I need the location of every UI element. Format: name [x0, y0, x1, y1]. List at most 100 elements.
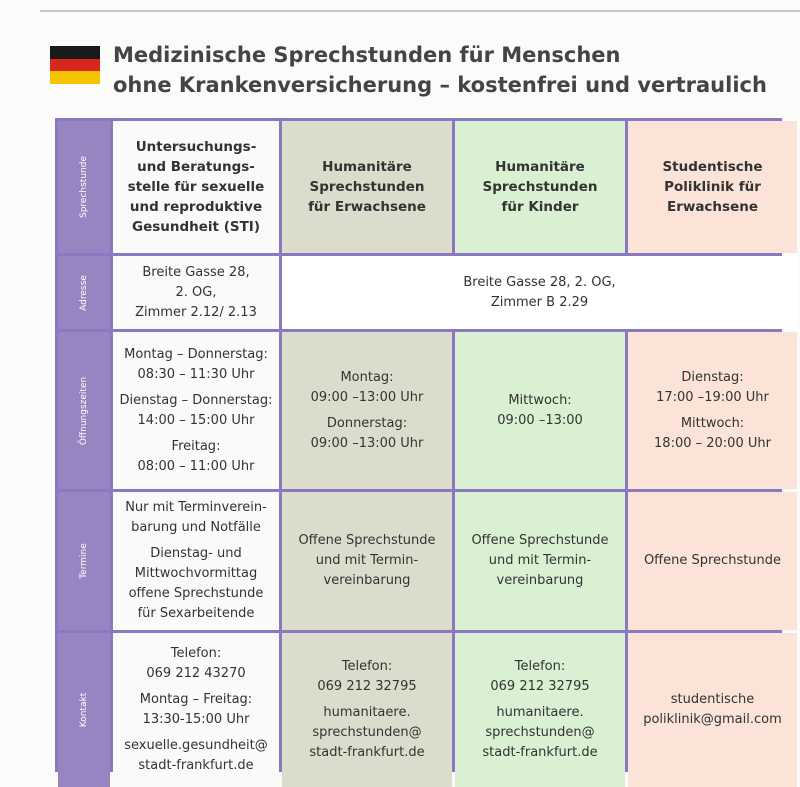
text-line: Freitag:: [171, 438, 221, 454]
text-group: humanitaere. sprechstunden@ stadt-frankfur…: [482, 703, 597, 763]
hours-cell: Mittwoch: 09:00 –13:00: [455, 332, 625, 489]
text-group: Telefon: 069 212 43270: [146, 644, 245, 684]
header-cell: Humanitäre Sprechstunden für Kinder: [455, 121, 625, 253]
text-line: Offene Sprechstunde: [298, 533, 436, 548]
top-rule: [40, 10, 800, 12]
text-line: humanitaere.: [496, 705, 584, 720]
text-line: vereinbarung: [323, 573, 411, 588]
text-group: Dienstag – Donnerstag: 14:00 – 15:00 Uhr: [120, 391, 273, 431]
text-line: Dienstag – Donnerstag:: [119, 392, 273, 408]
row-label-address: Adresse: [58, 256, 110, 329]
header-cell: Studentische Poliklinik für Erwachsene: [628, 121, 797, 253]
text-group: Montag – Freitag: 13:30-15:00 Uhr: [140, 690, 252, 730]
text-line: Montag:: [340, 369, 394, 385]
contact-cell: Telefon: 069 212 32795 humanitaere. sprechs…: [455, 633, 625, 787]
text-line: Donnerstag:: [326, 415, 408, 431]
text-group: Montag: 09:00 –13:00 Uhr: [311, 368, 424, 408]
text-line: 2. OG,: [175, 284, 217, 300]
text-line: 08:00 – 11:00 Uhr: [137, 458, 255, 474]
contact-cell: studentische poliklinik@gmail.com: [628, 633, 797, 787]
text-line: stadt-frankfurt.de: [309, 745, 425, 760]
text-line: Humanitäre: [495, 159, 585, 175]
text-line: für Sexarbeitende: [137, 606, 255, 621]
text-line: Erwachsene: [666, 199, 759, 215]
text-line: Studentische: [662, 159, 763, 175]
text-line: Telefon:: [170, 646, 222, 661]
text-line: 069 212 32795: [317, 679, 417, 694]
text-group: Offene Sprechstunde und mit Termin-verein…: [298, 531, 435, 591]
text-line: 14:00 – 15:00 Uhr: [137, 412, 255, 428]
title-line: ohne Krankenversicherung – kostenfrei un…: [113, 73, 767, 97]
text-line: offene Sprechstunde: [128, 586, 264, 601]
text-line: 13:30-15:00 Uhr: [142, 712, 250, 727]
appointments-cell: Nur mit Terminverein-barung und Notfälle…: [113, 492, 279, 630]
text-line: 09:00 –13:00 Uhr: [310, 389, 424, 405]
row-label-text: Adresse: [78, 274, 89, 311]
hours-cell: Montag – Donnerstag: 08:30 – 11:30 Uhr Die…: [113, 332, 279, 489]
text-line: studentische: [670, 692, 755, 707]
header-cell: Humanitäre Sprechstunden für Erwachsene: [282, 121, 452, 253]
text-line: Zimmer B 2.29: [490, 294, 589, 310]
text-line: Mittwochvormittag: [134, 566, 258, 581]
row-label-text: Termine: [79, 543, 89, 579]
text-group: humanitaere. sprechstunden@ stadt-frankfur…: [309, 703, 424, 763]
text-line: sprechstunden@: [485, 725, 595, 740]
text-line: stadt-frankfurt.de: [138, 758, 254, 773]
text-group: sexuelle.gesundheit@ stadt-frankfurt.de: [124, 736, 268, 776]
text-line: Breite Gasse 28,: [142, 264, 250, 280]
text-line: Mittwoch:: [508, 392, 572, 408]
text-line: 09:00 –13:00: [497, 412, 583, 428]
text-line: 17:00 –19:00 Uhr: [656, 389, 769, 405]
text-line: Offene Sprechstunde: [471, 533, 609, 548]
text-line: 09:00 –13:00 Uhr: [310, 435, 424, 451]
text-line: poliklinik@gmail.com: [643, 712, 782, 727]
text-line: 069 212 43270: [146, 666, 246, 681]
text-line: humanitaere.: [323, 705, 411, 720]
text-group: Offene Sprechstunde und mit Termin-verein…: [471, 531, 608, 591]
text-group: Mittwoch: 18:00 – 20:00 Uhr: [654, 414, 771, 454]
row-label-text: Sprechstunde: [79, 156, 89, 218]
text-group: Montag – Donnerstag: 08:30 – 11:30 Uhr: [124, 345, 268, 385]
text-group: studentische poliklinik@gmail.com: [643, 690, 782, 730]
text-line: Sprechstunden: [482, 179, 598, 195]
text-group: Telefon: 069 212 32795: [317, 657, 416, 697]
text-line: Telefon:: [341, 659, 393, 674]
text-line: sexuelle.gesundheit@: [124, 738, 268, 753]
text-line: Mittwoch:: [680, 415, 745, 431]
text-line: Humanitäre: [322, 159, 412, 175]
text-group: Dienstag: 17:00 –19:00 Uhr: [656, 368, 769, 408]
text-line: sprechstunden@: [312, 725, 422, 740]
text-group: Offene Sprechstunde: [644, 551, 781, 571]
text-line: stadt-frankfurt.de: [482, 745, 598, 760]
row-label-header: Sprechstunde: [58, 121, 110, 253]
header-cell: Untersuchungs-und Beratungs-stelle für s…: [113, 121, 279, 253]
german-flag-icon: [50, 46, 100, 84]
text-line: stelle für sexuelle: [127, 179, 265, 195]
text-line: Montag – Donnerstag:: [124, 346, 268, 362]
text-line: für Erwachsene: [308, 199, 426, 215]
appointments-cell: Offene Sprechstunde und mit Termin-verein…: [282, 492, 452, 630]
text-line: Breite Gasse 28, 2. OG,: [463, 274, 616, 290]
text-line: Montag – Freitag:: [139, 692, 253, 707]
text-line: Gesundheit (STI): [132, 219, 260, 235]
text-line: Untersuchungs-: [135, 139, 257, 155]
row-label-text: Öffnungszeiten: [79, 376, 89, 445]
text-line: und mit Termin-: [315, 553, 419, 568]
text-group: Nur mit Terminverein-barung und Notfälle: [125, 498, 267, 538]
text-line: Offene Sprechstunde: [643, 553, 782, 568]
text-line: und mit Termin-: [488, 553, 592, 568]
text-line: Sprechstunden: [309, 179, 425, 195]
text-line: 08:30 – 11:30 Uhr: [137, 366, 255, 382]
shared-address-cell: Breite Gasse 28, 2. OG, Zimmer B 2.29: [282, 256, 797, 329]
text-line: Zimmer 2.12/ 2.13: [135, 304, 257, 320]
text-group: Dienstag- und Mittwochvormittag offene Spr…: [129, 544, 264, 624]
text-line: Dienstag:: [681, 369, 744, 385]
text-group: Mittwoch: 09:00 –13:00: [497, 391, 583, 431]
text-line: 069 212 32795: [490, 679, 590, 694]
address-cell: Breite Gasse 28, 2. OG, Zimmer 2.12/ 2.13: [113, 256, 279, 329]
row-label-appointments: Termine: [58, 492, 110, 630]
text-line: vereinbarung: [496, 573, 584, 588]
contact-cell: Telefon: 069 212 32795 humanitaere. sprechs…: [282, 633, 452, 787]
text-group: Telefon: 069 212 32795: [490, 657, 589, 697]
row-label-hours: Öffnungszeiten: [58, 332, 110, 489]
